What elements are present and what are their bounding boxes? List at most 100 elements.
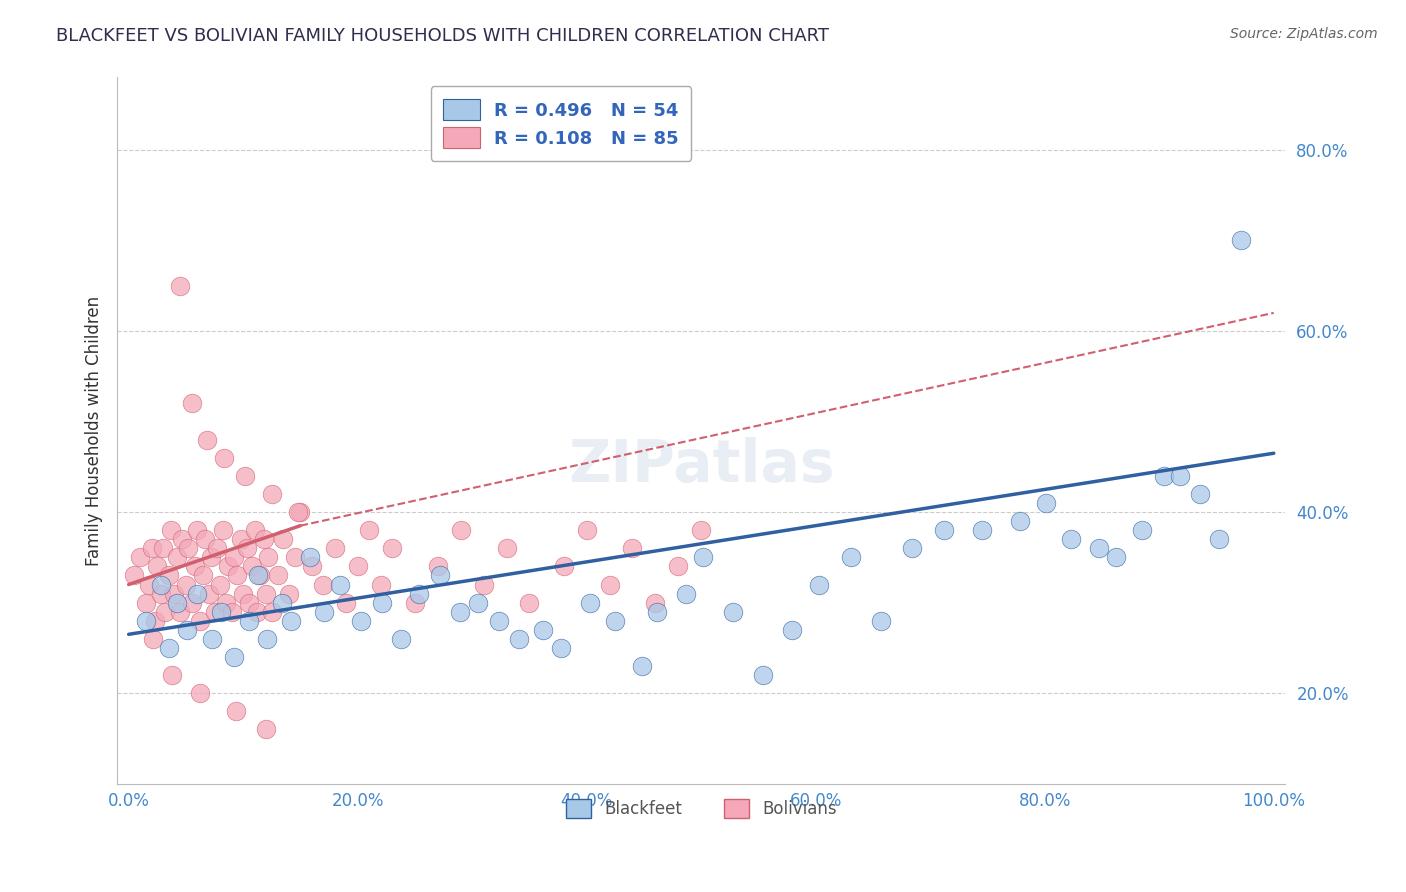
Point [449, 605, 471, 619]
Text: ZIPatlas: ZIPatlas [568, 437, 835, 494]
Point [174, 577, 197, 591]
Text: BLACKFEET VS BOLIVIAN FAMILY HOUSEHOLDS WITH CHILDREN CORRELATION CHART: BLACKFEET VS BOLIVIAN FAMILY HOUSEHOLDS … [56, 27, 830, 45]
Point [149, 577, 172, 591]
Point [238, 614, 260, 628]
Point [370, 596, 392, 610]
Point [141, 541, 163, 556]
Point [488, 614, 510, 628]
Point [188, 686, 211, 700]
Point [675, 586, 697, 600]
Point [235, 541, 257, 556]
Point [508, 632, 530, 646]
Point [531, 623, 554, 637]
Point [599, 577, 621, 591]
Point [1105, 550, 1128, 565]
Point [180, 396, 202, 410]
Point [225, 704, 247, 718]
Point [1008, 514, 1031, 528]
Point [157, 640, 180, 655]
Point [260, 487, 283, 501]
Point [323, 541, 346, 556]
Point [172, 533, 194, 547]
Point [359, 523, 381, 537]
Point [280, 614, 302, 628]
Point [209, 577, 232, 591]
Text: Source: ZipAtlas.com: Source: ZipAtlas.com [1230, 27, 1378, 41]
Point [198, 586, 221, 600]
Point [1189, 487, 1212, 501]
Point [143, 614, 166, 628]
Point [932, 523, 955, 537]
Point [630, 659, 652, 673]
Point [1130, 523, 1153, 537]
Point [690, 523, 713, 537]
Point [426, 559, 449, 574]
Point [723, 605, 745, 619]
Point [129, 550, 152, 565]
Point [135, 614, 157, 628]
Legend: Blackfeet, Bolivians: Blackfeet, Bolivians [560, 792, 844, 825]
Point [550, 640, 572, 655]
Point [149, 586, 172, 600]
Point [184, 559, 207, 574]
Point [575, 523, 598, 537]
Point [186, 523, 208, 537]
Point [201, 632, 224, 646]
Point [467, 596, 489, 610]
Point [256, 632, 278, 646]
Point [191, 568, 214, 582]
Point [209, 605, 232, 619]
Point [519, 596, 541, 610]
Point [301, 559, 323, 574]
Point [278, 586, 301, 600]
Point [381, 541, 404, 556]
Point [495, 541, 517, 556]
Point [205, 541, 228, 556]
Point [186, 586, 208, 600]
Point [808, 577, 831, 591]
Point [1168, 468, 1191, 483]
Y-axis label: Family Households with Children: Family Households with Children [86, 295, 103, 566]
Point [215, 596, 238, 610]
Point [404, 596, 426, 610]
Point [1229, 234, 1251, 248]
Point [169, 605, 191, 619]
Point [1035, 496, 1057, 510]
Point [408, 586, 430, 600]
Point [1060, 533, 1083, 547]
Point [238, 596, 260, 610]
Point [243, 523, 266, 537]
Point [124, 568, 146, 582]
Point [970, 523, 993, 537]
Point [246, 605, 269, 619]
Point [155, 605, 177, 619]
Point [271, 533, 294, 547]
Point [666, 559, 689, 574]
Point [287, 505, 309, 519]
Point [553, 559, 575, 574]
Point [752, 668, 775, 682]
Point [839, 550, 862, 565]
Point [350, 614, 373, 628]
Point [240, 559, 263, 574]
Point [284, 550, 307, 565]
Point [226, 568, 249, 582]
Point [450, 523, 472, 537]
Point [370, 577, 392, 591]
Point [235, 468, 257, 483]
Point [254, 723, 277, 737]
Point [621, 541, 644, 556]
Point [142, 632, 165, 646]
Point [346, 559, 368, 574]
Point [298, 550, 321, 565]
Point [135, 596, 157, 610]
Point [200, 550, 222, 565]
Point [329, 577, 352, 591]
Point [260, 605, 283, 619]
Point [780, 623, 803, 637]
Point [166, 550, 188, 565]
Point [247, 568, 270, 582]
Point [232, 586, 254, 600]
Point [176, 623, 198, 637]
Point [169, 278, 191, 293]
